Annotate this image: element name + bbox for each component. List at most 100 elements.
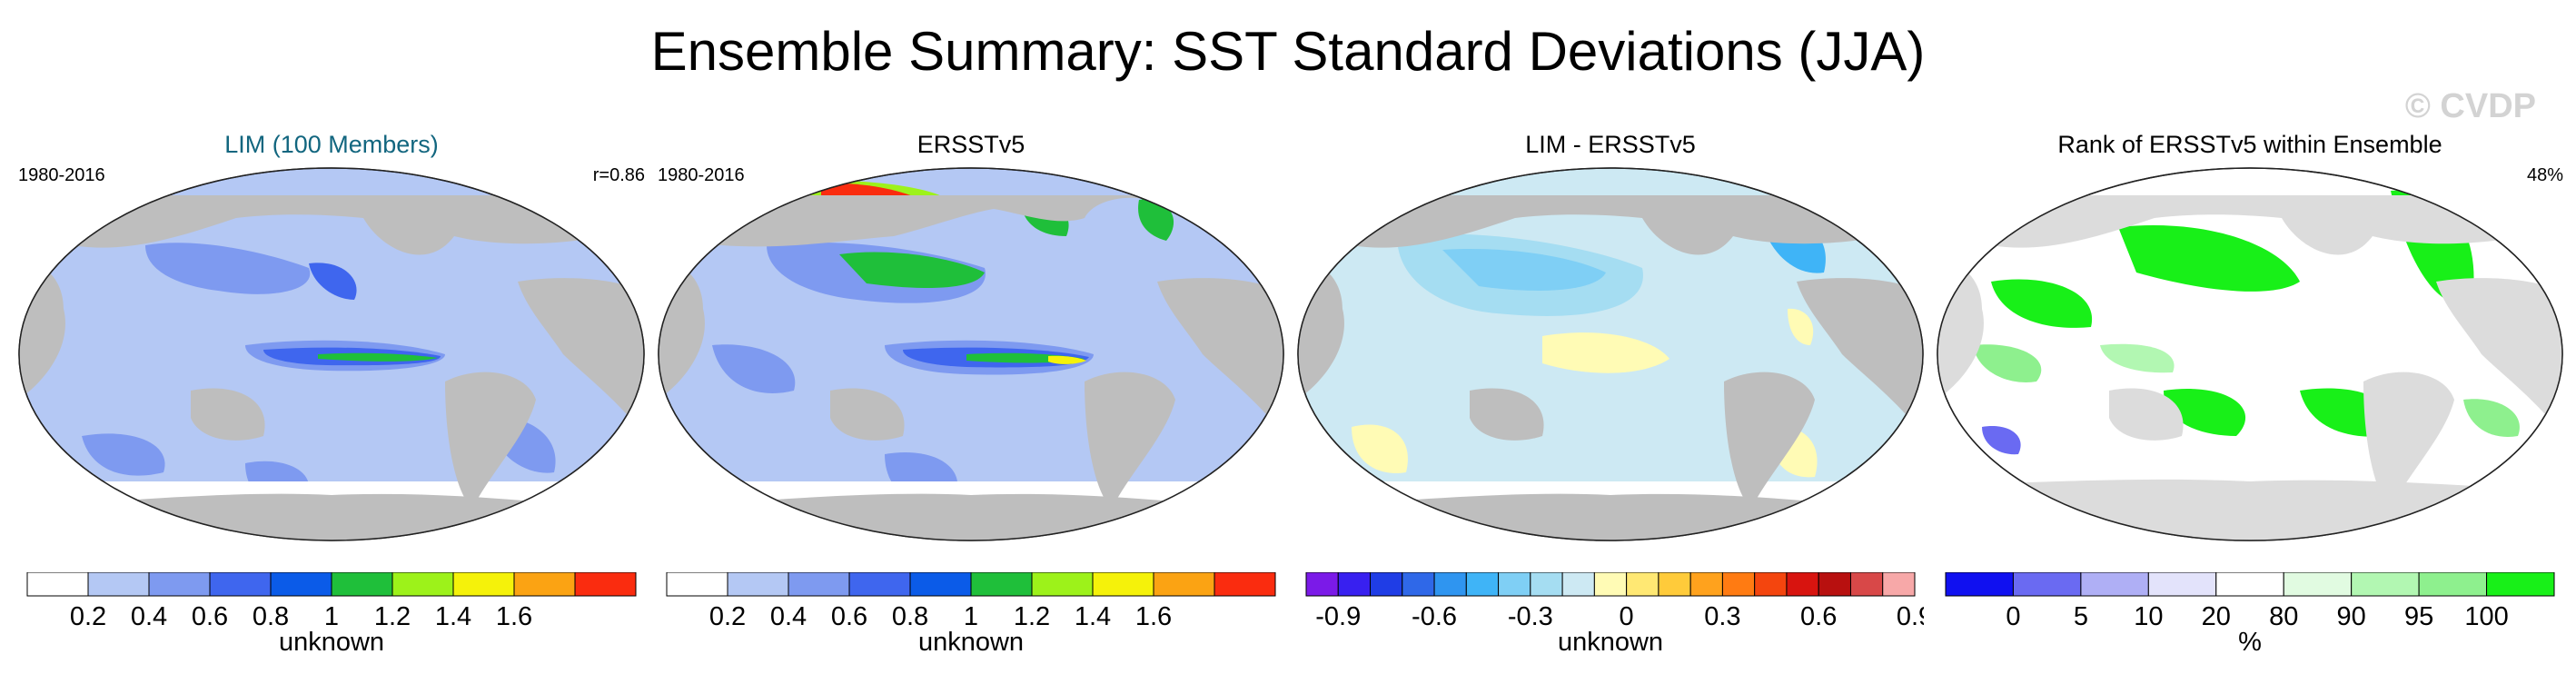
colorbar-swatch xyxy=(1721,572,1756,597)
colorbar-tick-label: 1.6 xyxy=(1135,602,1172,631)
colorbar-swatch xyxy=(270,572,332,597)
colorbar-swatch xyxy=(1214,572,1276,597)
colorbar-swatch xyxy=(1754,572,1788,597)
colorbar-tick-label: 1.4 xyxy=(1075,602,1111,631)
colorbar-tick-label: 90 xyxy=(2337,602,2366,631)
panel-lim: LIM (100 Members) 1980-2016 r=0.86 0.2 0.… xyxy=(18,127,645,672)
colorbar-swatch xyxy=(209,572,272,597)
colorbar-swatch xyxy=(26,572,89,597)
period-label: 1980-2016 xyxy=(18,165,105,185)
colorbar-swatch xyxy=(1945,572,2014,597)
colorbar-swatch xyxy=(2283,572,2353,597)
colorbar-ticks: 0.2 0.4 0.6 0.8 1 1.2 1.4 1.6 xyxy=(709,602,1172,631)
colorbar-tick-label: -0.6 xyxy=(1412,602,1457,631)
colorbar-swatch xyxy=(331,572,393,597)
colorbar-swatch xyxy=(574,572,637,597)
colorbar-tick-label: 0.2 xyxy=(709,602,746,631)
colorbar-ticks: 0 5 10 20 80 90 95 100 xyxy=(2006,602,2508,631)
colorbar-tick-label: 1 xyxy=(964,602,978,631)
colorbar-swatch xyxy=(148,572,211,597)
colorbar-swatch xyxy=(1305,572,1339,597)
difference-map xyxy=(1297,167,1924,541)
sst-map xyxy=(18,167,645,541)
colorbar-tick-label: 20 xyxy=(2202,602,2231,631)
colorbar-unit: unknown xyxy=(278,628,385,657)
colorbar-tick-label: 1 xyxy=(324,602,339,631)
colorbar-swatch xyxy=(2147,572,2217,597)
colorbar-swatch xyxy=(2080,572,2149,597)
colorbar-swatch xyxy=(1689,572,1723,597)
colorbar-tick-label: 1.2 xyxy=(1014,602,1050,631)
colorbar-swatch xyxy=(1465,572,1500,597)
colorbar: -0.9 -0.6 -0.3 0 0.3 0.6 0.9 xyxy=(1305,572,1924,631)
colorbar-swatch xyxy=(666,572,728,597)
colorbar-swatch xyxy=(788,572,850,597)
panel-difference: LIM - ERSSTv5 -0.9 -0.6 -0.3 0 0.3 0.6 0.9 unk… xyxy=(1297,127,1924,672)
colorbar-tick-label: 10 xyxy=(2134,602,2163,631)
colorbar-tick-label: -0.3 xyxy=(1508,602,1553,631)
colorbar-swatch xyxy=(970,572,1033,597)
correlation-label: r=0.86 xyxy=(592,165,645,185)
colorbar-tick-label: 0.4 xyxy=(770,602,807,631)
panel-title: Rank of ERSSTv5 within Ensemble xyxy=(2057,131,2442,158)
colorbar-unit: unknown xyxy=(917,628,1025,657)
colorbar-tick-label: -0.9 xyxy=(1315,602,1361,631)
colorbar-tick-label: 95 xyxy=(2404,602,2433,631)
colorbar-swatch xyxy=(1370,572,1403,597)
colorbar-swatch xyxy=(2215,572,2284,597)
panel-rank: Rank of ERSSTv5 within Ensemble 48% 0 5 10… xyxy=(1937,127,2563,672)
colorbar-swatches xyxy=(1305,572,1916,597)
colorbar-tick-label: 80 xyxy=(2269,602,2298,631)
panel-title: LIM (100 Members) xyxy=(224,131,439,158)
colorbar-ticks: 0.2 0.4 0.6 0.8 1 1.2 1.4 1.6 xyxy=(70,602,532,631)
colorbar-swatch xyxy=(87,572,150,597)
colorbar-swatch xyxy=(1626,572,1660,597)
colorbar-tick-label: 1.4 xyxy=(435,602,471,631)
rank-percent-label: 48% xyxy=(2526,165,2563,185)
colorbar-swatch xyxy=(1498,572,1531,597)
panel-title: LIM - ERSSTv5 xyxy=(1525,131,1696,158)
colorbar-swatch xyxy=(848,572,911,597)
colorbar: 0 5 10 20 80 90 95 100 xyxy=(1945,572,2555,631)
colorbar-swatch xyxy=(1849,572,1884,597)
sst-map xyxy=(658,167,1284,541)
colorbar: 0.2 0.4 0.6 0.8 1 1.2 1.4 1.6 xyxy=(26,572,637,631)
colorbar-tick-label: 0.6 xyxy=(192,602,228,631)
rank-map xyxy=(1937,167,2563,541)
colorbar-swatch xyxy=(1658,572,1691,597)
colorbar-tick-label: 100 xyxy=(2464,602,2508,631)
colorbar-tick-label: 0.6 xyxy=(831,602,867,631)
panel-ersstv5: ERSSTv5 1980-2016 0.2 0 xyxy=(658,127,1284,672)
colorbar-ticks: -0.9 -0.6 -0.3 0 0.3 0.6 0.9 xyxy=(1315,602,1924,631)
colorbar-swatch xyxy=(1882,572,1916,597)
colorbar-tick-label: 0 xyxy=(2006,602,2020,631)
colorbar-swatch xyxy=(1337,572,1372,597)
colorbar-tick-label: 0.8 xyxy=(892,602,928,631)
colorbar-tick-label: 0.2 xyxy=(70,602,106,631)
colorbar-swatch xyxy=(1818,572,1851,597)
colorbar-swatch xyxy=(452,572,515,597)
cvdp-watermark: © CVDP xyxy=(2404,87,2536,125)
colorbar-tick-label: 0.4 xyxy=(131,602,167,631)
colorbar-swatch xyxy=(1786,572,1819,597)
colorbar-tick-label: 1.6 xyxy=(496,602,532,631)
colorbar-unit: unknown xyxy=(1557,628,1664,657)
colorbar-swatches xyxy=(26,572,637,597)
colorbar-tick-label: 0.9 xyxy=(1897,602,1924,631)
colorbar-swatches xyxy=(666,572,1276,597)
colorbar: 0.2 0.4 0.6 0.8 1 1.2 1.4 1.6 xyxy=(666,572,1276,631)
colorbar-swatch xyxy=(1530,572,1563,597)
colorbar-swatch xyxy=(909,572,972,597)
colorbar-swatch xyxy=(1153,572,1215,597)
colorbar-tick-label: 0.3 xyxy=(1704,602,1740,631)
period-label: 1980-2016 xyxy=(658,165,745,185)
colorbar-unit: % xyxy=(2238,628,2262,657)
colorbar-swatch xyxy=(2351,572,2420,597)
colorbar-swatch xyxy=(391,572,454,597)
colorbar-swatch xyxy=(2012,572,2082,597)
panel-title: ERSSTv5 xyxy=(916,131,1025,158)
colorbar-swatch xyxy=(513,572,576,597)
colorbar-swatch xyxy=(1402,572,1435,597)
colorbar-swatch xyxy=(1031,572,1094,597)
figure-title: Ensemble Summary: SST Standard Deviation… xyxy=(650,21,1926,82)
